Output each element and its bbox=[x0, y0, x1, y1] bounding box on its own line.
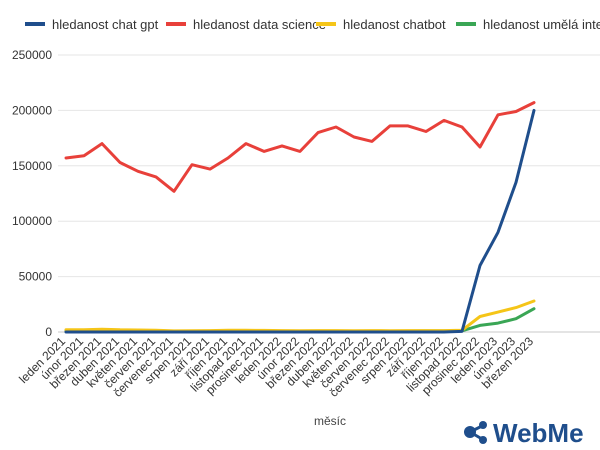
legend-label-1: hledanost data science bbox=[193, 17, 326, 32]
y-axis: 0 50000 100000 150000 200000 250000 bbox=[12, 48, 52, 339]
molecule-icon bbox=[464, 421, 487, 444]
webmedea-logo: WebMe bbox=[464, 418, 584, 448]
legend-label-0: hledanost chat gpt bbox=[52, 17, 159, 32]
legend: hledanost chat gpt hledanost data science… bbox=[25, 17, 600, 32]
series-line-0 bbox=[64, 108, 536, 334]
x-axis-title: měsíc bbox=[314, 414, 346, 428]
y-tick-label: 200000 bbox=[12, 103, 52, 117]
y-tick-label: 50000 bbox=[19, 270, 53, 284]
legend-label-2: hledanost chatbot bbox=[343, 17, 446, 32]
legend-label-3: hledanost umělá inteligence bbox=[483, 17, 600, 32]
series-line-1 bbox=[64, 101, 536, 193]
y-tick-label: 0 bbox=[45, 325, 52, 339]
grid bbox=[58, 54, 600, 333]
logo-text: WebMe bbox=[493, 418, 584, 448]
y-tick-label: 150000 bbox=[12, 159, 52, 173]
y-tick-label: 100000 bbox=[12, 214, 52, 228]
y-tick-label: 250000 bbox=[12, 48, 52, 62]
series-lines bbox=[64, 101, 536, 334]
